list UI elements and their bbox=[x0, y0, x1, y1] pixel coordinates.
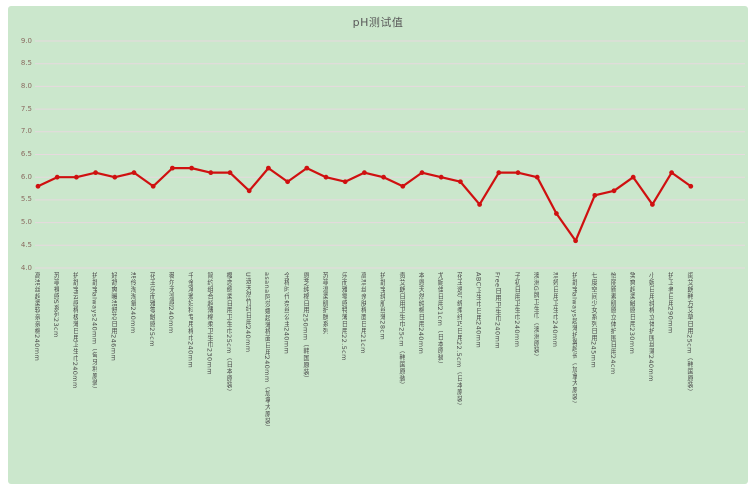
y-axis-tick: 6.0 bbox=[20, 172, 32, 181]
data-point[interactable] bbox=[515, 170, 521, 176]
gridlines bbox=[35, 40, 745, 269]
x-axis-label: 好舒爽暖洁舒芯日用246mm bbox=[109, 272, 117, 362]
y-axis-tick: 4.5 bbox=[20, 240, 32, 249]
data-point[interactable] bbox=[573, 238, 578, 244]
y-axis-tick: 9.0 bbox=[20, 36, 32, 45]
y-axis-tick: 8.5 bbox=[20, 59, 32, 68]
data-points[interactable] bbox=[35, 165, 694, 244]
data-point[interactable] bbox=[208, 170, 214, 176]
x-axis-label: 护卫者日用290mm bbox=[666, 272, 674, 334]
data-point[interactable] bbox=[496, 170, 502, 176]
x-axis-label: 高洁丝超柔软亲亲棉240mm bbox=[33, 272, 40, 362]
x-axis-label: 薇尔无湿感240mm bbox=[167, 272, 175, 334]
data-point[interactable] bbox=[266, 165, 271, 171]
data-point[interactable] bbox=[323, 174, 329, 180]
x-axis-label: 尤妮佳日用21cm（日本原装） bbox=[436, 272, 443, 368]
data-point[interactable] bbox=[630, 174, 636, 180]
x-axis-label: 洁婷日用卫生巾240mm bbox=[551, 272, 559, 348]
x-axis-label: 七度空间少女系列日用245mm bbox=[589, 272, 597, 369]
chart-title: pH测试值 bbox=[352, 16, 404, 29]
x-axis-label: 高洁丝亲肤棉面日用21cm bbox=[359, 272, 367, 354]
data-point[interactable] bbox=[131, 170, 137, 176]
x-axis-label: 恩芝纯棉日用250mm（韩国原装） bbox=[301, 272, 309, 382]
x-axis-label: 苏菲温柔肌护肤系列 bbox=[321, 272, 328, 335]
x-axis-label: 花王乐而雅零触感25cm bbox=[148, 272, 155, 347]
x-axis-label: 千金净雅妇科专用棉巾240mm bbox=[186, 272, 194, 369]
data-point[interactable] bbox=[419, 170, 425, 176]
x-axis-label: 本恩天然纯棉日用240mm bbox=[417, 272, 424, 355]
x-axis-label: 乐而雅零感特薄日用22.5cm bbox=[340, 272, 347, 361]
data-point[interactable] bbox=[362, 170, 367, 176]
data-point[interactable] bbox=[189, 165, 195, 171]
data-point[interactable] bbox=[342, 179, 348, 185]
y-axis-tick: 7.0 bbox=[20, 127, 32, 136]
data-point[interactable] bbox=[400, 183, 406, 189]
x-axis-label: 护舒宝always240mm（匈牙利原装） bbox=[90, 272, 98, 393]
data-point[interactable] bbox=[534, 174, 540, 180]
data-point[interactable] bbox=[554, 211, 559, 216]
x-axis-label: 护舒宝纯肌丝薄28cm bbox=[378, 272, 386, 341]
data-point[interactable] bbox=[74, 174, 79, 180]
x-axis-label: 洁伶淘淘氧240mm bbox=[129, 272, 136, 334]
data-point[interactable] bbox=[477, 202, 482, 207]
data-point[interactable] bbox=[611, 188, 617, 194]
data-point[interactable] bbox=[592, 192, 598, 198]
x-axis-label: 护舒宝always超薄护翼超长（加拿大原装） bbox=[570, 272, 578, 408]
data-point[interactable] bbox=[285, 179, 290, 185]
x-axis-label: 小妮日用纯棉立体护围丝薄240mm bbox=[647, 272, 655, 382]
data-point[interactable] bbox=[458, 179, 463, 185]
y-axis-tick: 5.0 bbox=[20, 218, 32, 227]
data-point[interactable] bbox=[150, 183, 156, 189]
data-point[interactable] bbox=[688, 183, 694, 189]
data-point[interactable] bbox=[170, 165, 175, 171]
x-axis-label: 澳洲G牌卫生巾（澳洲原装） bbox=[532, 272, 539, 361]
x-axis-label: 笑爽超柔触感日用230mm bbox=[628, 272, 635, 355]
x-axis-label: 苏菲裸感S系列23cm bbox=[52, 272, 59, 338]
data-point[interactable] bbox=[438, 174, 444, 180]
data-point[interactable] bbox=[35, 183, 41, 189]
x-axis-label: 怡丽新素肌感立体护围日用24cm bbox=[609, 272, 616, 375]
x-axis-label: 简约组合超薄棉柔卫生巾230mm bbox=[205, 272, 213, 375]
data-point[interactable] bbox=[381, 174, 386, 180]
data-point[interactable] bbox=[650, 202, 655, 207]
x-axis-label: ABC卫生巾日用240mm bbox=[474, 272, 482, 349]
x-axis-label: 闺艾朗韩方艾草日用25cm（韩国原装） bbox=[685, 272, 693, 396]
y-axis-tick: 4.0 bbox=[20, 263, 32, 272]
data-point[interactable] bbox=[112, 174, 118, 180]
x-axis-label: Free日用卫生巾240mm bbox=[493, 272, 501, 349]
x-axis-label: 全棉时代奈丝公主240mm bbox=[282, 272, 290, 355]
y-axis-tick: 8.0 bbox=[20, 81, 32, 90]
x-axis-label: 护舒宝云感棉极薄日用卫生巾240mm bbox=[71, 272, 79, 389]
data-point[interactable] bbox=[304, 165, 310, 171]
data-point[interactable] bbox=[246, 188, 252, 194]
data-point[interactable] bbox=[54, 174, 60, 180]
data-point[interactable] bbox=[227, 170, 233, 176]
x-axis-label: 花王透气绵柔纤巧日用22.5cm（日本原装） bbox=[455, 272, 463, 410]
x-axis-label: U选天然竹纤日用240mm bbox=[244, 272, 251, 353]
data-point[interactable] bbox=[93, 170, 98, 176]
y-axis-tick: 5.5 bbox=[20, 195, 32, 204]
x-axis-label: asana阿莎娜超薄棉面日用240mm（加拿大原装） bbox=[263, 272, 271, 431]
y-axis-tick: 7.5 bbox=[20, 104, 32, 113]
x-axis-label: 贵艾朗日用卫生巾25cm（韩国原装） bbox=[397, 272, 405, 389]
data-point[interactable] bbox=[669, 170, 674, 176]
y-axis-tick: 6.5 bbox=[20, 150, 32, 158]
x-axis-label: 子初日用卫生巾240mm bbox=[513, 272, 520, 348]
x-axis-label: 樱恋绵柔日用卫生巾25cm（日本原装） bbox=[225, 272, 232, 396]
data-line[interactable] bbox=[37, 167, 692, 242]
